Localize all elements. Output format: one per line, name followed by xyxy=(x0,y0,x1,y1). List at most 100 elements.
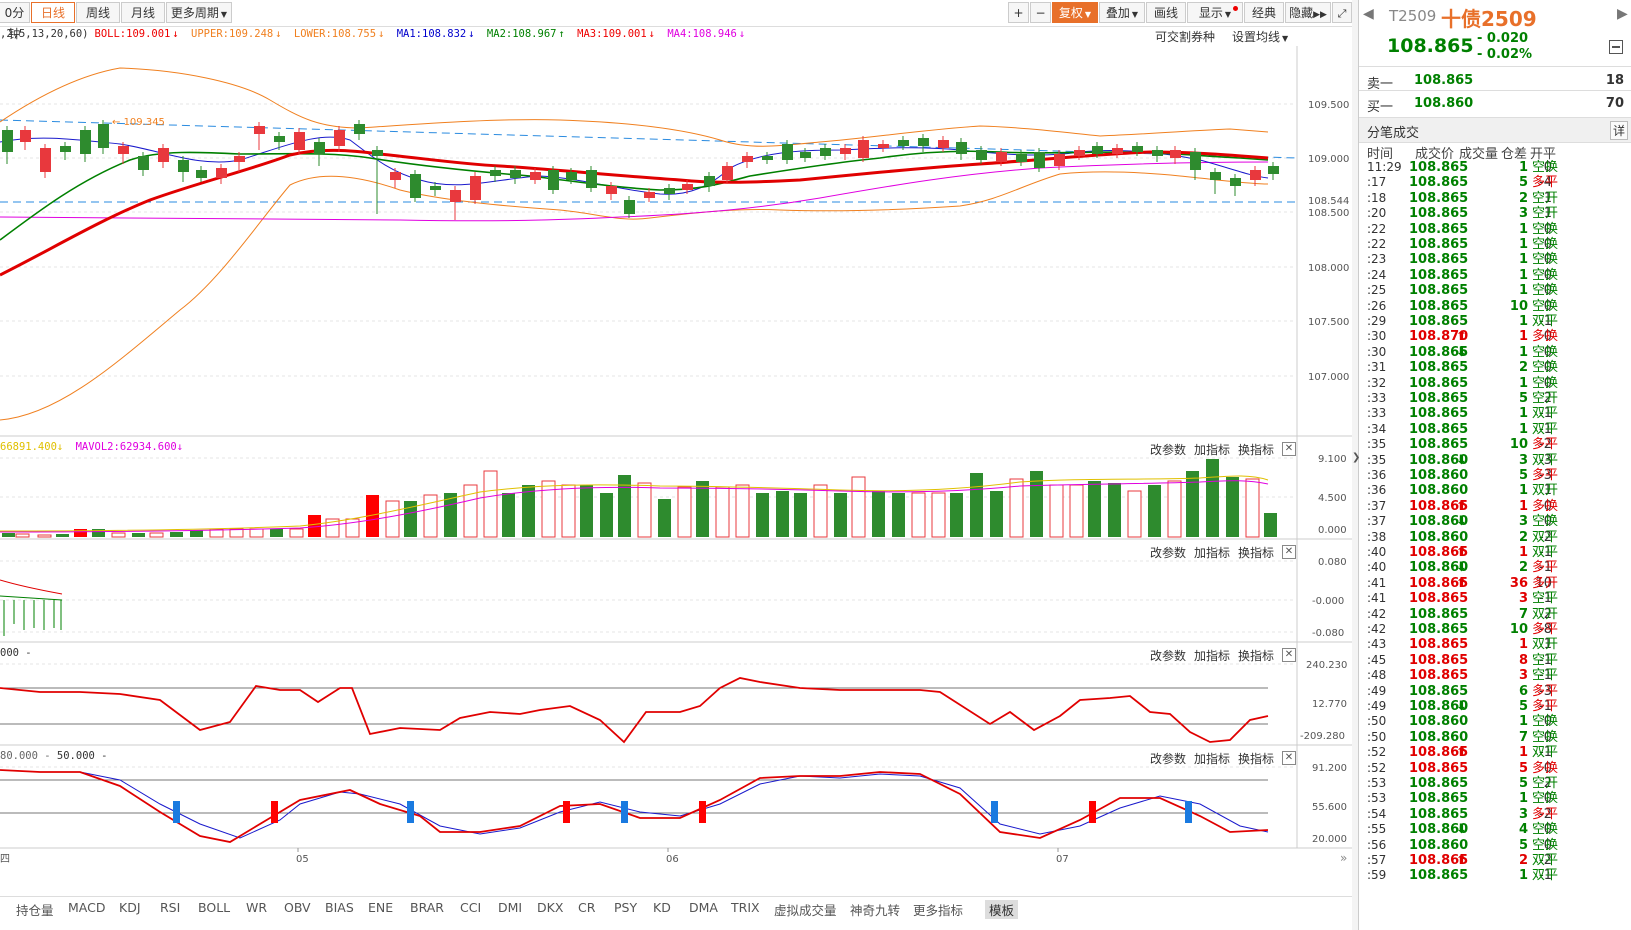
indicator-tab[interactable]: 神奇九转 xyxy=(850,903,901,918)
close-panel-icon[interactable]: ✕ xyxy=(1282,442,1296,456)
volume-bar xyxy=(1108,483,1121,537)
classic-button[interactable]: 经典 xyxy=(1244,2,1284,23)
add-indicator-button[interactable]: 加指标 xyxy=(1194,649,1231,663)
indicator-tab[interactable]: DKX xyxy=(537,900,564,915)
minimize-icon[interactable] xyxy=(1609,40,1623,54)
indicator-tab[interactable]: CCI xyxy=(460,900,482,915)
close-panel-icon[interactable]: ✕ xyxy=(1282,751,1296,765)
indicator-tab[interactable]: ENE xyxy=(368,900,394,915)
zoom-in-button[interactable]: + xyxy=(1008,2,1029,23)
ma-settings-link[interactable]: 设置均线 ▼ xyxy=(1232,28,1288,45)
tick-price: 108.865 xyxy=(1409,406,1469,422)
indicator-tab[interactable]: DMI xyxy=(498,900,523,915)
tick-time: :36 xyxy=(1367,468,1387,482)
tick-price: 108.865 xyxy=(1409,267,1469,283)
tick-oi-change: -4 xyxy=(1539,175,1552,191)
volume-bar xyxy=(756,493,769,537)
swap-indicator-button[interactable]: 换指标 xyxy=(1238,752,1275,766)
indicator-tab[interactable]: DMA xyxy=(689,900,718,915)
indicator-tab[interactable]: CR xyxy=(578,900,596,915)
tick-volume: 2 xyxy=(1518,529,1528,545)
indicator-tab[interactable]: BOLL xyxy=(198,900,231,915)
splitter[interactable]: ❯ xyxy=(1352,0,1360,930)
change-params-button[interactable]: 改参数 xyxy=(1150,649,1187,663)
candle xyxy=(390,168,401,188)
change-params-button[interactable]: 改参数 xyxy=(1150,546,1187,560)
indicator-tab[interactable]: TRIX xyxy=(731,900,760,915)
indicator-tab[interactable]: 虚拟成交量 xyxy=(774,903,837,918)
indicator-tab[interactable]: WR xyxy=(246,900,268,915)
indicator-tab[interactable]: BIAS xyxy=(325,900,354,915)
indicator-tab[interactable]: RSI xyxy=(160,900,181,915)
tick-time: :33 xyxy=(1367,406,1387,421)
indicator-tab[interactable]: BRAR xyxy=(410,900,444,915)
scroll-right-icon[interactable]: » xyxy=(1340,851,1347,865)
tab-daily[interactable]: 日线 xyxy=(31,2,75,23)
volume-bar xyxy=(37,534,52,538)
next-contract-icon[interactable]: ▶ xyxy=(1617,6,1628,22)
tick-time: :22 xyxy=(1367,237,1387,251)
add-indicator-button[interactable]: 加指标 xyxy=(1194,546,1231,560)
add-indicator-button[interactable]: 加指标 xyxy=(1194,752,1231,766)
candle xyxy=(80,126,91,162)
indicator-tab[interactable]: MACD xyxy=(68,900,106,915)
change-params-button[interactable]: 改参数 xyxy=(1150,752,1187,766)
col-type: 开平 xyxy=(1530,147,1557,162)
candle xyxy=(1132,142,1143,156)
swap-indicator-button[interactable]: 换指标 xyxy=(1238,546,1275,560)
tick-price: 108.860 xyxy=(1409,560,1469,576)
change-params-button[interactable]: 改参数 xyxy=(1150,443,1187,457)
tick-time: :37 xyxy=(1367,498,1387,513)
tab-weekly[interactable]: 周线 xyxy=(76,2,120,23)
indicator-tab[interactable]: 更多指标 xyxy=(913,903,964,918)
tick-volume: 4 xyxy=(1518,822,1528,838)
volume-legend: 66891.400↓ MAVOL2:62934.600↓ xyxy=(0,441,183,453)
tab-more-periods[interactable]: 更多周期 ▼ xyxy=(166,2,232,23)
add-indicator-button[interactable]: 加指标 xyxy=(1194,443,1231,457)
tab-minute[interactable]: 0分钟 xyxy=(0,2,30,41)
swap-indicator-button[interactable]: 换指标 xyxy=(1238,443,1275,457)
tab-monthly[interactable]: 月线 xyxy=(121,2,165,23)
candlesticks xyxy=(2,120,1279,220)
hide-label: 隐藏 xyxy=(1289,6,1314,20)
tick-type: 空换 xyxy=(1532,729,1559,745)
tick-time: :23 xyxy=(1367,252,1387,267)
tick-time: :25 xyxy=(1367,283,1387,298)
restore-rights-button[interactable]: 复权 ▼ xyxy=(1052,2,1098,23)
indicator-tab[interactable]: KD xyxy=(653,900,671,915)
ma-settings-label: 设置均线 xyxy=(1232,30,1281,44)
chevron-down-icon: ▼ xyxy=(1084,10,1092,19)
overlay-button[interactable]: 叠加 ▼ xyxy=(1099,2,1145,23)
quote-panel: ◀ T2509 十债2509 ▶ 108.865 - 0.020 - 0.02%… xyxy=(1358,0,1631,930)
tick-price: 108.865 xyxy=(1409,221,1469,237)
deliverable-bonds-link[interactable]: 可交割券种 xyxy=(1155,30,1216,44)
prev-contract-icon[interactable]: ◀ xyxy=(1363,6,1374,22)
indicator-tab[interactable]: 模板 xyxy=(985,900,1019,919)
close-panel-icon[interactable]: ✕ xyxy=(1282,545,1296,559)
price-axis: 109.500 109.000 108.544 108.500 108.000 … xyxy=(1308,100,1349,383)
tick-row: :53 108.865 5 2 空开 xyxy=(1359,776,1631,792)
mavol2-line xyxy=(0,480,1269,533)
zoom-out-button[interactable]: − xyxy=(1030,2,1051,23)
tick-price: 108.865 xyxy=(1409,668,1469,684)
price-tick: 108.500 xyxy=(1308,208,1349,219)
kline-chart[interactable]: ← 109.345 109.50 xyxy=(0,46,1352,886)
swap-indicator-button[interactable]: 换指标 xyxy=(1238,649,1275,663)
candle xyxy=(40,144,51,178)
indicator-tab[interactable]: 持仓量 xyxy=(16,903,54,918)
cci-panel xyxy=(0,677,1269,744)
macd-axis: 0.080 -0.000 -0.080 xyxy=(1312,557,1347,639)
indicator-tab[interactable]: KDJ xyxy=(119,900,141,915)
draw-line-button[interactable]: 画线 xyxy=(1146,2,1186,23)
fullscreen-button[interactable]: ⤢ xyxy=(1332,2,1352,23)
candle xyxy=(976,146,987,164)
indicator-tab[interactable]: PSY xyxy=(614,900,638,915)
volume-bar xyxy=(1167,480,1182,538)
close-panel-icon[interactable]: ✕ xyxy=(1282,648,1296,662)
ticks-detail-button[interactable]: 详 xyxy=(1609,121,1628,140)
tick-time: :37 xyxy=(1367,514,1387,529)
display-button[interactable]: 显示 ▼ xyxy=(1187,2,1243,23)
ticks-list[interactable]: 11:29 108.865 1 0 空换:17 108.865 5 -4 多平:18 108.86… xyxy=(1359,160,1631,930)
indicator-tab[interactable]: OBV xyxy=(284,900,311,915)
hide-button[interactable]: 隐藏▶▶ xyxy=(1285,2,1331,23)
